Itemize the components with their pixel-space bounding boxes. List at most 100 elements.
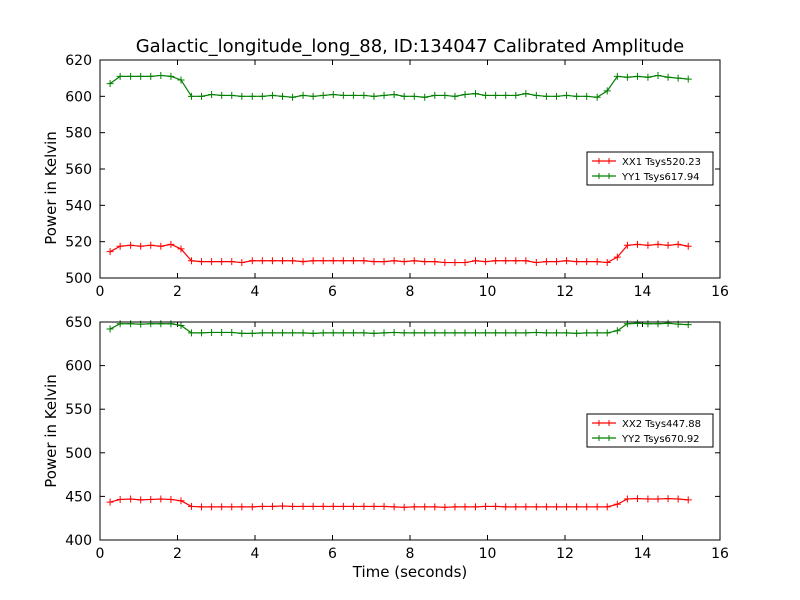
- data-point-xx1: [360, 257, 368, 265]
- data-point-yy2: [451, 329, 459, 337]
- data-point-xx2: [218, 503, 226, 511]
- data-point-xx1: [502, 257, 510, 265]
- data-point-yy1: [674, 74, 682, 82]
- top-ytick-label: 620: [65, 53, 92, 69]
- data-point-yy2: [552, 329, 560, 337]
- data-point-xx2: [552, 503, 560, 511]
- data-point-xx1: [512, 257, 520, 265]
- data-point-xx2: [228, 503, 236, 511]
- data-point-yy1: [147, 72, 155, 80]
- data-point-yy2: [471, 329, 479, 337]
- data-point-xx1: [116, 242, 124, 250]
- data-point-yy2: [593, 329, 601, 337]
- data-point-xx1: [644, 241, 652, 249]
- data-point-xx2: [633, 495, 641, 503]
- data-point-xx2: [613, 500, 621, 508]
- data-point-xx2: [441, 503, 449, 511]
- data-point-yy1: [208, 91, 216, 99]
- data-point-xx1: [187, 257, 195, 265]
- data-point-xx1: [451, 259, 459, 267]
- data-point-yy1: [441, 91, 449, 99]
- legend-entry-label: XX1 Tsys520.23: [622, 157, 701, 168]
- data-point-yy1: [198, 92, 206, 100]
- data-point-xx1: [471, 257, 479, 265]
- data-point-yy2: [512, 329, 520, 337]
- bottom-ytick-label: 600: [65, 359, 92, 375]
- data-point-yy1: [502, 91, 510, 99]
- data-point-xx1: [167, 240, 175, 248]
- bottom-xtick-label: 0: [96, 546, 105, 562]
- data-point-yy1: [268, 91, 276, 99]
- data-point-xx1: [177, 245, 185, 253]
- top-xtick-label: 16: [711, 284, 729, 300]
- data-point-xx2: [116, 495, 124, 503]
- data-point-yy2: [410, 329, 418, 337]
- data-point-yy1: [228, 91, 236, 99]
- data-point-xx1: [482, 258, 490, 266]
- data-point-xx1: [431, 258, 439, 266]
- data-point-xx1: [208, 258, 216, 266]
- data-point-xx1: [542, 258, 550, 266]
- data-point-yy1: [664, 73, 672, 81]
- data-point-xx2: [380, 502, 388, 510]
- bottom-xtick-label: 4: [251, 546, 260, 562]
- data-point-xx1: [603, 259, 611, 267]
- data-point-xx2: [147, 495, 155, 503]
- data-point-xx2: [482, 502, 490, 510]
- data-point-xx2: [238, 503, 246, 511]
- data-point-xx1: [441, 259, 449, 267]
- data-point-xx1: [289, 257, 297, 265]
- data-point-xx2: [542, 503, 550, 511]
- bottom-axes-frame: [99, 321, 721, 541]
- data-point-yy1: [593, 93, 601, 101]
- data-point-yy2: [289, 329, 297, 337]
- data-point-xx2: [309, 502, 317, 510]
- bottom-ylabel: Power in Kelvin: [42, 374, 60, 488]
- data-point-xx1: [329, 257, 337, 265]
- legend-marker: [596, 158, 612, 164]
- data-point-xx2: [451, 503, 459, 511]
- data-point-yy1: [116, 72, 124, 80]
- data-point-yy2: [127, 320, 135, 328]
- top-ytick-label: 500: [65, 271, 92, 287]
- top-ylabel: Power in Kelvin: [42, 131, 60, 245]
- series-line-xx2: [109, 497, 689, 508]
- legend-entry-label: YY2 Tsys670.92: [621, 434, 700, 445]
- data-point-yy1: [613, 72, 621, 80]
- data-point-xx2: [492, 502, 500, 510]
- data-point-xx2: [360, 502, 368, 510]
- data-point-yy1: [279, 92, 287, 100]
- data-point-yy1: [654, 71, 662, 79]
- data-point-yy1: [431, 91, 439, 99]
- data-point-yy2: [116, 320, 124, 328]
- data-point-xx2: [431, 503, 439, 511]
- data-point-yy1: [329, 91, 337, 99]
- data-point-xx2: [329, 502, 337, 510]
- data-point-yy1: [238, 92, 246, 100]
- data-point-xx1: [573, 258, 581, 266]
- data-point-xx2: [390, 503, 398, 511]
- data-point-yy1: [380, 91, 388, 99]
- legend-entry-label: XX2 Tsys447.88: [622, 419, 701, 430]
- bottom-ytick-label: 550: [65, 402, 92, 418]
- data-point-xx2: [299, 502, 307, 510]
- top-ytick-label: 560: [65, 162, 92, 178]
- data-point-xx1: [339, 257, 347, 265]
- data-point-xx1: [400, 258, 408, 266]
- data-point-xx2: [410, 503, 418, 511]
- data-point-yy1: [623, 73, 631, 81]
- data-point-xx1: [299, 258, 307, 266]
- data-point-xx2: [177, 497, 185, 505]
- data-point-yy1: [349, 91, 357, 99]
- data-point-yy2: [238, 329, 246, 337]
- data-point-yy1: [157, 71, 165, 79]
- legend-marker: [596, 420, 612, 426]
- data-point-xx1: [258, 257, 266, 265]
- legend-marker: [596, 173, 612, 179]
- top-xtick-label: 4: [251, 284, 260, 300]
- data-point-yy1: [127, 72, 135, 80]
- data-point-yy2: [431, 329, 439, 337]
- data-point-xx1: [157, 242, 165, 250]
- data-point-xx2: [623, 495, 631, 503]
